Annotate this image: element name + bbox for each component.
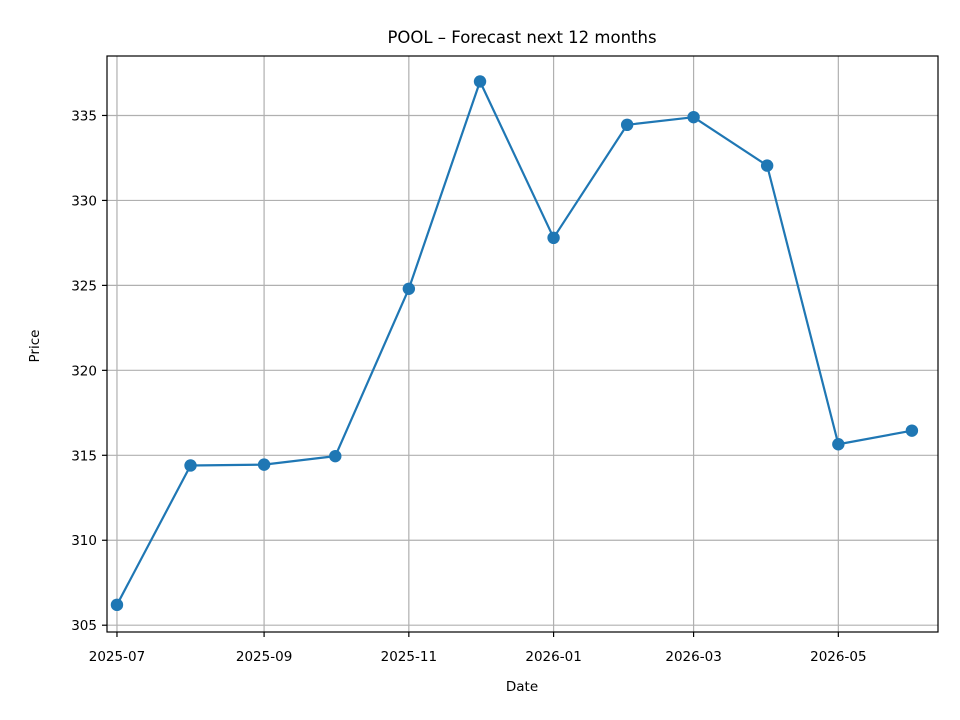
- x-tick-label: 2026-03: [665, 649, 721, 665]
- x-tick-label: 2026-05: [810, 649, 866, 665]
- series-layer: [110, 75, 919, 612]
- data-point: [184, 459, 197, 472]
- x-axis-label: Date: [506, 679, 538, 695]
- y-tick-label: 315: [71, 448, 97, 464]
- data-point: [547, 231, 560, 245]
- y-tick-label: 305: [71, 618, 97, 634]
- x-tick-label: 2025-09: [236, 649, 292, 665]
- data-point: [257, 458, 271, 471]
- y-tick-label: 335: [71, 108, 97, 124]
- y-tick-label: 320: [71, 363, 97, 379]
- data-point: [620, 118, 634, 132]
- data-point: [473, 75, 487, 88]
- chart-title: POOL – Forecast next 12 months: [387, 28, 656, 47]
- data-point: [832, 438, 845, 451]
- data-point: [329, 449, 342, 463]
- data-point: [110, 598, 124, 612]
- x-tick-label: 2026-01: [525, 649, 581, 665]
- plot-frame: [106, 55, 939, 633]
- y-tick-label: 330: [71, 193, 97, 209]
- data-point: [402, 282, 416, 295]
- y-axis-label: Price: [27, 330, 43, 363]
- y-axis: 305 310 315 320 325 330 335: [71, 108, 107, 634]
- series-line: [115, 80, 913, 606]
- data-point: [687, 110, 700, 124]
- x-tick-label: 2025-07: [89, 649, 145, 665]
- data-point: [905, 424, 919, 437]
- grid-lines: [107, 56, 938, 632]
- y-tick-label: 310: [71, 533, 97, 549]
- y-tick-label: 325: [71, 278, 97, 294]
- x-tick-label: 2025-11: [381, 649, 437, 665]
- x-axis: 2025-07 2025-09 2025-11 2026-01 2026-03 2026-…: [89, 632, 867, 665]
- data-point: [760, 159, 774, 172]
